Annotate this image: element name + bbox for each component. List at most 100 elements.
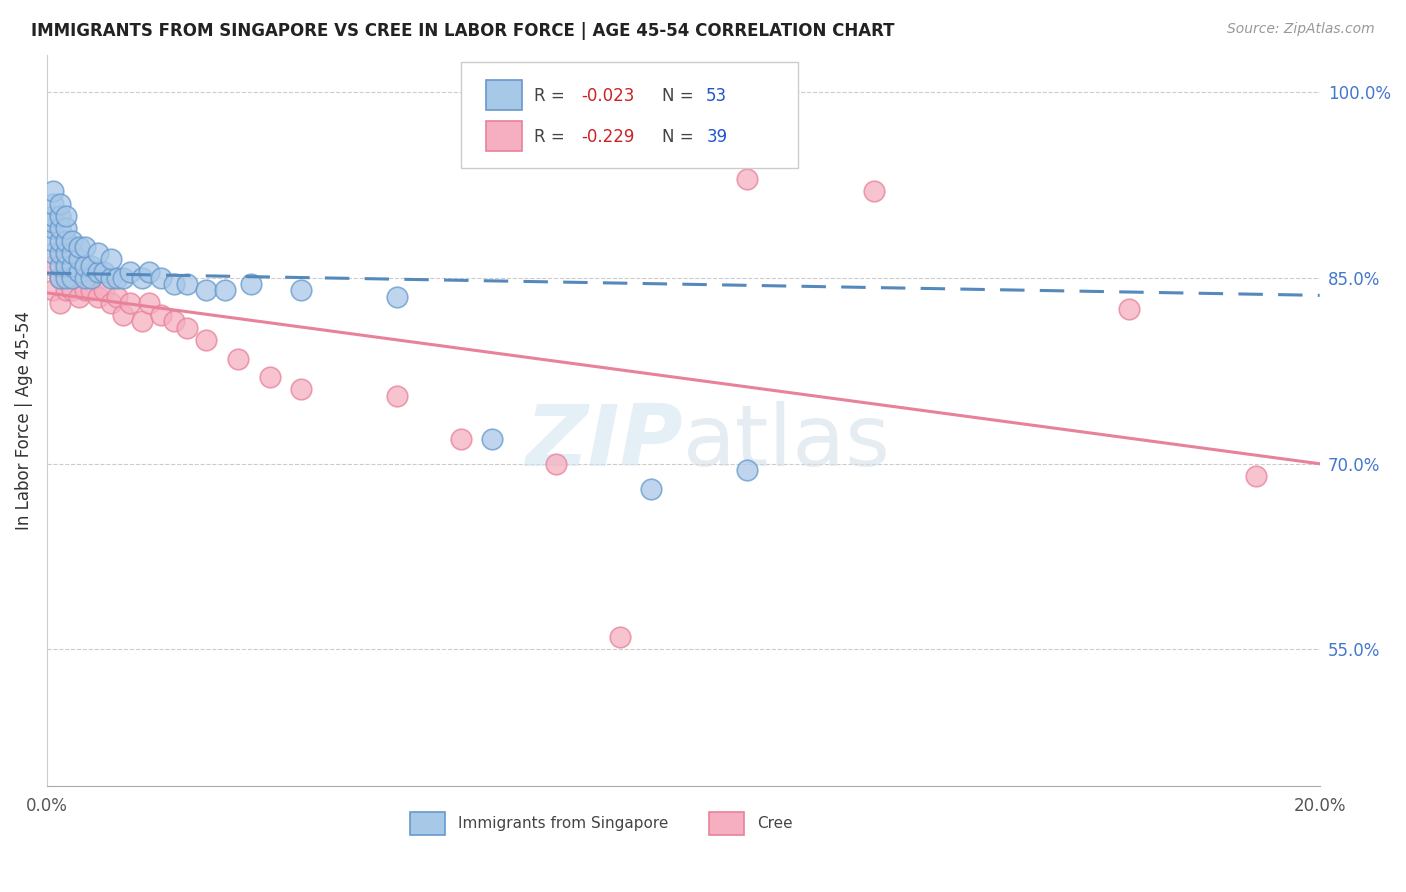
Point xyxy=(863,185,886,199)
Point xyxy=(105,290,128,304)
FancyBboxPatch shape xyxy=(461,62,797,169)
Point xyxy=(640,482,662,496)
Point xyxy=(60,271,83,285)
Point xyxy=(138,295,160,310)
Text: -0.229: -0.229 xyxy=(582,128,636,145)
Point xyxy=(87,246,110,260)
Point xyxy=(150,271,173,285)
Point xyxy=(118,265,141,279)
Point xyxy=(138,265,160,279)
Point xyxy=(290,383,312,397)
Point xyxy=(176,320,198,334)
Point xyxy=(93,265,115,279)
Point xyxy=(67,240,90,254)
Text: 39: 39 xyxy=(706,128,727,145)
Point xyxy=(450,432,472,446)
Point xyxy=(1244,469,1267,483)
Point xyxy=(60,246,83,260)
Point xyxy=(87,265,110,279)
Bar xyxy=(486,120,522,152)
Text: -0.023: -0.023 xyxy=(582,87,636,104)
Point xyxy=(112,308,135,322)
Point xyxy=(290,284,312,298)
Point xyxy=(42,215,65,229)
Point xyxy=(163,314,186,328)
Point xyxy=(481,432,503,446)
Point xyxy=(195,284,218,298)
Point xyxy=(75,284,97,298)
Text: ZIP: ZIP xyxy=(526,401,683,483)
Point xyxy=(80,259,103,273)
Text: Cree: Cree xyxy=(756,816,793,831)
Point xyxy=(87,265,110,279)
Text: 53: 53 xyxy=(706,87,727,104)
Text: R =: R = xyxy=(534,128,571,145)
Point xyxy=(60,259,83,273)
Point xyxy=(48,234,70,248)
Point xyxy=(259,370,281,384)
Point xyxy=(48,295,70,310)
Point xyxy=(48,209,70,223)
Point xyxy=(42,246,65,260)
Point xyxy=(195,333,218,347)
Point xyxy=(48,246,70,260)
Text: Source: ZipAtlas.com: Source: ZipAtlas.com xyxy=(1227,22,1375,37)
Point xyxy=(55,284,77,298)
Point xyxy=(60,259,83,273)
Point xyxy=(131,314,153,328)
Point xyxy=(42,209,65,223)
Point xyxy=(75,240,97,254)
Point xyxy=(226,351,249,366)
Point xyxy=(60,234,83,248)
Point xyxy=(55,221,77,235)
Point xyxy=(100,252,122,267)
Point xyxy=(55,271,77,285)
Point xyxy=(1118,301,1140,316)
Point xyxy=(55,259,77,273)
Point xyxy=(55,259,77,273)
Text: Immigrants from Singapore: Immigrants from Singapore xyxy=(458,816,668,831)
Point xyxy=(48,271,70,285)
Point xyxy=(48,271,70,285)
Point xyxy=(42,185,65,199)
Point xyxy=(105,271,128,285)
Point xyxy=(239,277,262,292)
Point xyxy=(80,271,103,285)
Text: atlas: atlas xyxy=(683,401,891,483)
Point xyxy=(100,271,122,285)
Point xyxy=(48,196,70,211)
Point xyxy=(214,284,236,298)
Text: N =: N = xyxy=(662,128,699,145)
Point xyxy=(609,630,631,644)
Point xyxy=(735,172,758,186)
Point xyxy=(385,290,408,304)
Point xyxy=(385,389,408,403)
Point xyxy=(42,196,65,211)
Point xyxy=(118,295,141,310)
Point xyxy=(150,308,173,322)
Point xyxy=(55,234,77,248)
Point xyxy=(48,246,70,260)
Point xyxy=(67,265,90,279)
Point xyxy=(163,277,186,292)
Text: IMMIGRANTS FROM SINGAPORE VS CREE IN LABOR FORCE | AGE 45-54 CORRELATION CHART: IMMIGRANTS FROM SINGAPORE VS CREE IN LAB… xyxy=(31,22,894,40)
Point xyxy=(55,209,77,223)
Point xyxy=(544,457,567,471)
Point xyxy=(93,284,115,298)
Point xyxy=(42,234,65,248)
Y-axis label: In Labor Force | Age 45-54: In Labor Force | Age 45-54 xyxy=(15,311,32,530)
Point xyxy=(55,234,77,248)
Bar xyxy=(709,812,744,836)
Text: R =: R = xyxy=(534,87,571,104)
Point xyxy=(112,271,135,285)
Point xyxy=(75,259,97,273)
Point xyxy=(55,246,77,260)
Point xyxy=(48,221,70,235)
Point xyxy=(80,284,103,298)
Bar xyxy=(486,79,522,111)
Point xyxy=(48,259,70,273)
Point xyxy=(131,271,153,285)
Point xyxy=(67,290,90,304)
Point xyxy=(67,265,90,279)
Point xyxy=(42,221,65,235)
